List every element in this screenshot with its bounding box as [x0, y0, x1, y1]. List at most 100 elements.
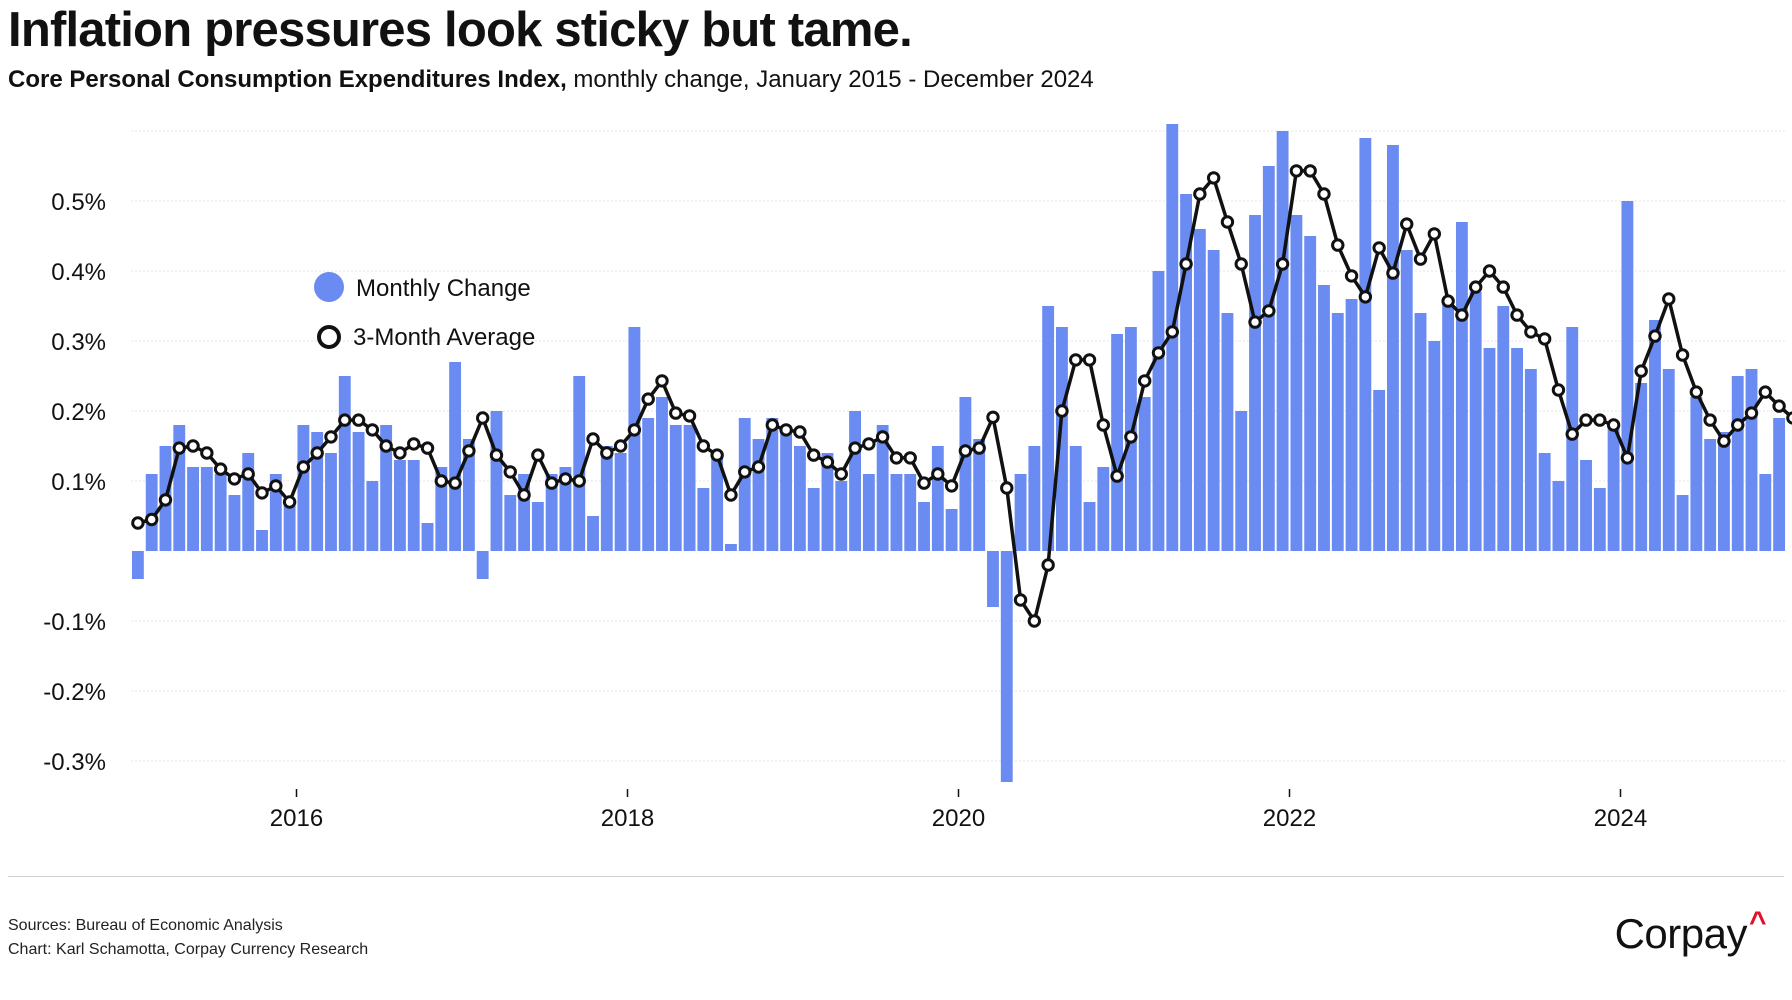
three-month-average-point — [1289, 164, 1304, 178]
bar-monthly-change — [1428, 341, 1441, 551]
three-month-average-point — [200, 446, 214, 460]
bars — [131, 124, 1786, 782]
three-month-average-point — [641, 392, 655, 406]
three-month-average-point — [1386, 266, 1400, 280]
three-month-average-point — [462, 444, 476, 458]
bar-monthly-change — [628, 327, 641, 551]
three-month-average-point — [310, 446, 324, 460]
three-month-average-point — [1565, 427, 1579, 441]
bar-monthly-change — [1690, 397, 1703, 551]
bar-monthly-change — [545, 474, 558, 551]
three-month-average-point — [1151, 346, 1166, 360]
three-month-average-point — [1331, 238, 1345, 252]
three-month-average-point — [1262, 304, 1276, 318]
gridlines — [131, 130, 1786, 762]
bar-monthly-change — [738, 418, 751, 551]
three-month-average-point — [1648, 329, 1662, 343]
three-month-average-point — [1689, 385, 1704, 399]
three-month-average-point — [1551, 383, 1566, 397]
three-month-average-point — [944, 479, 959, 493]
bar-monthly-change — [1442, 299, 1455, 551]
y-tick-label: -0.2% — [43, 679, 106, 706]
three-month-average-point — [1275, 257, 1290, 271]
y-tick-label: 0.1% — [51, 469, 106, 496]
three-month-average-point — [1069, 353, 1083, 367]
bar-monthly-change — [918, 502, 930, 551]
three-month-average-point — [1372, 241, 1386, 255]
three-month-average-point — [958, 444, 973, 458]
three-month-average-point — [1703, 413, 1717, 427]
three-month-average-point — [986, 410, 1000, 424]
bar-monthly-change — [987, 551, 999, 607]
bar-monthly-change — [697, 488, 710, 551]
three-month-average-point — [806, 448, 821, 462]
bar-monthly-change — [421, 523, 434, 551]
three-month-average-point — [296, 460, 311, 474]
three-month-average-point — [1317, 187, 1331, 201]
bar-monthly-change — [531, 502, 544, 551]
bar-monthly-change — [1593, 488, 1606, 551]
bar-monthly-change — [1180, 194, 1192, 551]
bar-monthly-change — [242, 453, 255, 551]
legend-label-three-month-average: 3-Month Average — [353, 324, 535, 351]
brand-caret-icon: ^ — [1748, 906, 1767, 939]
bar-monthly-change — [187, 467, 199, 551]
bar-monthly-change — [435, 467, 448, 551]
bar-monthly-change — [1469, 292, 1482, 551]
three-month-average-point — [448, 476, 462, 490]
three-month-average-point — [255, 486, 269, 500]
three-month-average-point — [1013, 593, 1028, 607]
bar-monthly-change — [711, 453, 724, 551]
x-tick-label: 2018 — [601, 805, 654, 832]
pce-chart: 0.5% 0.4% 0.3% 0.2% 0.1% -0.1% -0.2% -0.3% 2016 2… — [43, 124, 1792, 832]
three-month-average-point — [875, 430, 890, 444]
three-month-average-point — [1358, 290, 1373, 304]
three-month-average-point — [1344, 269, 1359, 283]
three-month-average-point — [1662, 292, 1676, 306]
bar-monthly-change — [131, 551, 144, 579]
three-month-average-point — [1027, 614, 1042, 628]
bar-monthly-change — [1345, 299, 1358, 551]
bar-monthly-change — [1318, 285, 1330, 551]
three-month-average-point — [1400, 217, 1414, 231]
three-month-average-point — [1731, 418, 1745, 432]
bar-monthly-change — [256, 530, 268, 551]
bar-monthly-change — [1152, 271, 1165, 551]
three-month-average-point — [834, 467, 848, 481]
bar-monthly-change — [1718, 432, 1730, 551]
three-month-average-point — [544, 476, 559, 490]
bar-monthly-change — [462, 439, 475, 551]
bar-monthly-change — [766, 418, 779, 551]
three-month-average-point — [1110, 469, 1124, 483]
three-month-average-point — [1000, 481, 1014, 495]
three-month-average-point — [1427, 227, 1442, 241]
chart-title: Inflation pressures look sticky but tame… — [8, 3, 913, 57]
bar-monthly-change — [228, 495, 241, 551]
y-tick-label: -0.1% — [43, 609, 106, 636]
three-month-average-point — [972, 441, 986, 455]
bar-monthly-change — [587, 516, 599, 551]
bar-monthly-change — [283, 502, 296, 551]
bar-monthly-change — [490, 411, 503, 551]
brand-wordmark: Corpay — [1614, 910, 1748, 957]
bar-monthly-change — [1290, 215, 1303, 551]
bar-monthly-change — [793, 446, 806, 551]
bar-monthly-change — [1621, 201, 1634, 551]
three-month-average-point — [420, 441, 435, 455]
bar-monthly-change — [725, 544, 737, 551]
three-month-average-point — [1441, 294, 1455, 308]
bar-monthly-change — [752, 439, 765, 551]
bar-monthly-change — [1676, 495, 1689, 551]
bar-monthly-change — [338, 376, 351, 551]
bar-monthly-change — [904, 474, 917, 551]
three-month-average-point — [144, 512, 159, 527]
three-month-average-point — [613, 439, 628, 453]
bar-monthly-change — [1455, 222, 1468, 551]
three-month-average-point — [1786, 411, 1792, 425]
three-month-average-point — [600, 446, 614, 460]
bar-monthly-change — [366, 481, 379, 551]
three-month-average-path — [137, 169, 1792, 623]
bar-monthly-change — [269, 474, 282, 551]
bar-monthly-change — [1649, 320, 1661, 551]
three-month-average-point — [903, 451, 917, 465]
